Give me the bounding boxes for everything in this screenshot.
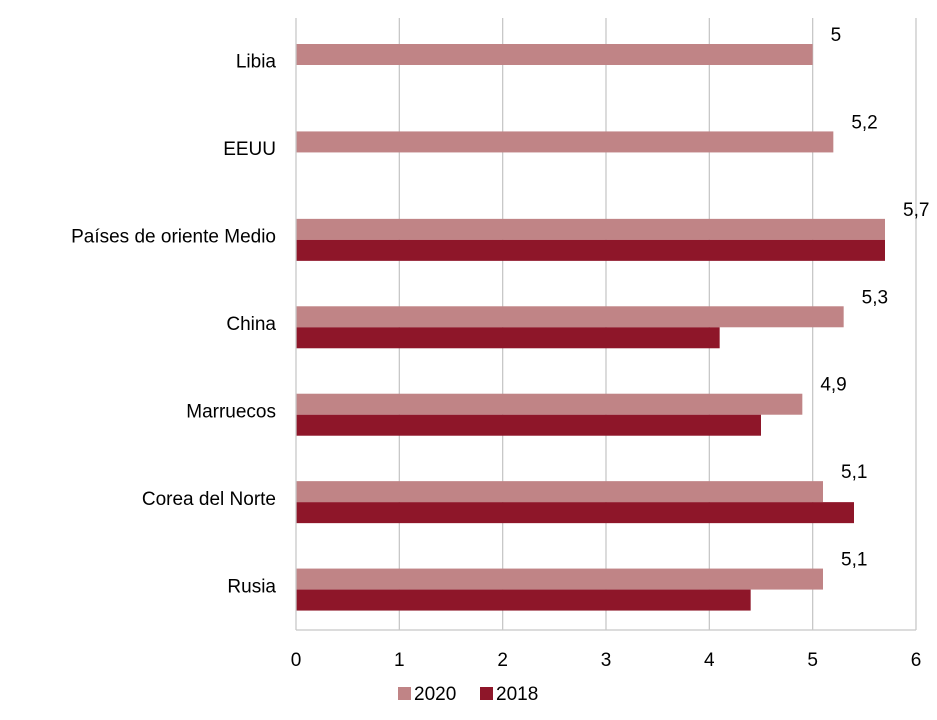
category-label: Rusia — [227, 576, 276, 597]
legend: 2020 2018 — [398, 684, 538, 705]
tick-label: 5 — [807, 650, 818, 671]
data-labels: 5 5,2 5,7 5,3 4,9 5,1 5,1 — [820, 25, 929, 571]
data-label: 5,1 — [841, 550, 867, 571]
tick-label: 4 — [704, 650, 715, 671]
bar-2020-2 — [296, 218, 885, 240]
tick-label: 0 — [291, 650, 302, 671]
category-label: Países de oriente Medio — [71, 227, 276, 248]
legend-swatch-2018 — [480, 687, 493, 700]
bar-2018-6 — [296, 589, 751, 611]
legend-label-2018: 2018 — [496, 684, 538, 705]
category-label: China — [226, 314, 276, 335]
data-label: 5,7 — [903, 200, 929, 221]
data-label: 5,1 — [841, 462, 867, 483]
bar-2020-6 — [296, 568, 823, 590]
data-label: 5,3 — [862, 287, 888, 308]
legend-label-2020: 2020 — [414, 684, 456, 705]
data-label: 4,9 — [820, 375, 846, 396]
category-label: EEUU — [223, 139, 276, 160]
tick-label: 6 — [911, 650, 922, 671]
legend-swatch-2020 — [398, 687, 411, 700]
tick-label: 1 — [394, 650, 405, 671]
bar-2018-2 — [296, 239, 885, 261]
tick-label: 2 — [497, 650, 508, 671]
category-label: Corea del Norte — [142, 489, 276, 510]
bar-2020-0 — [296, 44, 813, 65]
value-axis: 0 1 2 3 4 5 6 — [291, 18, 922, 671]
category-label: Marruecos — [186, 401, 276, 422]
bar-2018-5 — [296, 502, 854, 524]
bar-2020-1 — [296, 131, 834, 153]
bar-2020-4 — [296, 393, 803, 415]
bar-2020-3 — [296, 306, 844, 328]
data-label: 5 — [831, 25, 842, 46]
bar-2018-3 — [296, 327, 720, 349]
bar-2020-5 — [296, 481, 823, 503]
bar-2018-4 — [296, 414, 761, 436]
data-label: 5,2 — [851, 112, 877, 133]
category-label: Libia — [236, 52, 277, 73]
tick-label: 3 — [601, 650, 612, 671]
category-labels: Libia EEUU Países de oriente Medio China Mar… — [71, 52, 276, 598]
bars — [296, 44, 885, 611]
